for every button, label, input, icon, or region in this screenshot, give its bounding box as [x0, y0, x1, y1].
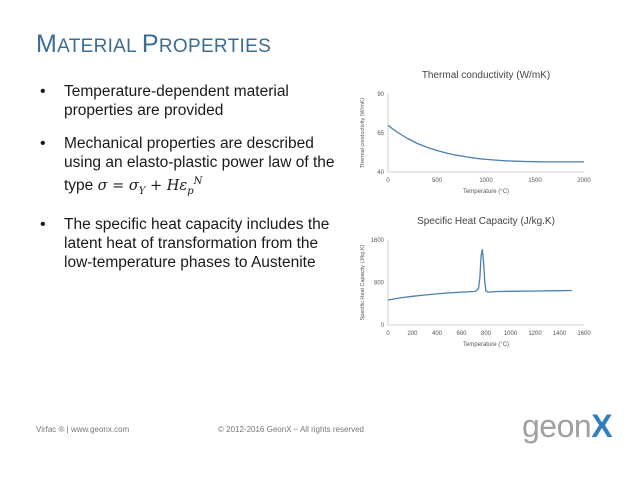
y-tick-label: 0: [381, 323, 385, 329]
y-axis-label: Specific Heat Capacity (J/kg.K): [360, 244, 366, 320]
x-tick-label: 1000: [479, 178, 493, 184]
y-tick-label: 1600: [371, 238, 385, 244]
bullet-item: The specific heat capacity includes the …: [36, 215, 336, 272]
y-axis-label: Thermal conductivity (W/mK): [360, 98, 366, 169]
title-rest-2: ROPERTIES: [158, 36, 272, 57]
y-tick-label: 65: [377, 131, 384, 137]
x-tick-label: 1600: [577, 331, 591, 337]
footer-copyright: © 2012-2016 GeonX – All rights reserved: [218, 425, 364, 434]
y-tick-label: 90: [377, 92, 384, 98]
specific-heat-svg: Specific Heat Capacity (J/kg.K) 0 200 400 60…: [360, 216, 591, 348]
x-tick-label: 1400: [553, 331, 567, 337]
x-tick-label: 0: [386, 331, 390, 337]
x-tick-label: 1200: [528, 331, 542, 337]
x-tick-label: 0: [386, 178, 390, 184]
bullet-text-2: Mechanical properties are described usin…: [64, 135, 335, 194]
x-tick-label: 600: [456, 331, 467, 337]
x-axis-label: Temperature (°C): [463, 342, 509, 348]
title-rest-1: ATERIAL: [57, 36, 142, 57]
x-tick-label: 2000: [577, 178, 591, 184]
bullet-list: Temperature-dependent material propertie…: [36, 82, 336, 286]
y-tick-label: 40: [377, 170, 384, 176]
x-axis-label: Temperature (°C): [463, 189, 509, 195]
logo-text: geon: [522, 408, 592, 444]
title-cap-2: P: [141, 30, 159, 58]
x-tick-label: 500: [432, 178, 443, 184]
bullet-item: Mechanical properties are described usin…: [36, 134, 336, 201]
thermal-conductivity-svg: Thermal conductivity (W/mK) 0 500 1000 1500 2…: [360, 70, 591, 195]
title-cap-1: M: [36, 30, 58, 58]
power-law-formula: σ = σY + HεpN: [97, 176, 203, 197]
series-line: [387, 248, 572, 301]
geonx-logo: geonX: [522, 408, 613, 445]
chart-title: Specific Heat Capacity (J/kg.K): [417, 216, 555, 227]
x-tick-label: 1000: [504, 331, 518, 337]
x-tick-label: 800: [481, 331, 492, 337]
chart-title: Thermal conductivity (W/mK): [422, 70, 550, 81]
x-tick-label: 1500: [528, 178, 542, 184]
slide-title: MATERIAL PROPERTIES: [36, 30, 271, 59]
series-line: [387, 124, 584, 163]
logo-x-mark: X: [591, 408, 613, 444]
y-tick-label: 800: [374, 281, 385, 287]
bullet-text-1: Temperature-dependent material propertie…: [64, 83, 289, 119]
footer-website: Virfac ® | www.geonx.com: [36, 425, 130, 434]
x-tick-label: 200: [407, 331, 418, 337]
bullet-item: Temperature-dependent material propertie…: [36, 82, 336, 120]
x-tick-label: 400: [432, 331, 443, 337]
specific-heat-chart: Specific Heat Capacity (J/kg.K) 0 200 400 60…: [356, 208, 601, 358]
thermal-conductivity-chart: Thermal conductivity (W/mK) 0 500 1000 1500 2…: [356, 62, 601, 202]
bullet-text-3: The specific heat capacity includes the …: [64, 215, 330, 271]
